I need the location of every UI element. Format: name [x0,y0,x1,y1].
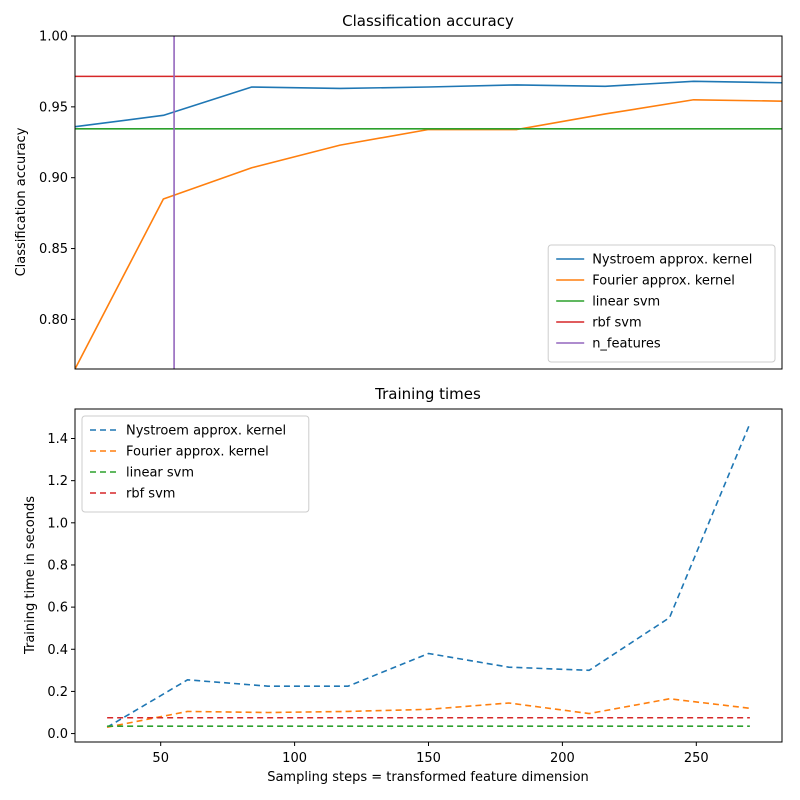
training-times-y-tick-label: 0.2 [47,685,68,700]
training-times-x-tick-label: 50 [152,751,169,766]
training-times-legend-box [81,415,310,513]
accuracy-legend-label-nystroem-approx-kernel: Nystroem approx. kernel [592,253,752,268]
training-times-title: Training times [374,385,481,403]
training-times-y-ticks: 0.0 0.2 0.4 0.6 0.8 1.0 1.2 1.4 [47,432,75,742]
training-times-x-tick-label: 250 [684,751,709,766]
accuracy-y-ticks: 0.80 0.85 0.90 0.95 1.00 [39,30,75,328]
training-times-subplot: Training times Training time in seconds … [23,385,783,785]
training-times-y-tick-label: 0.6 [47,601,68,616]
accuracy-axes-frame [74,35,783,370]
accuracy-series-nystroem-approx-kernel [75,80,782,128]
training-times-legend-label-linear-svm: linear svm [126,466,194,481]
training-times-y-tick-label: 0.0 [47,727,68,742]
training-times-y-tick-label: 1.2 [47,474,68,489]
accuracy-y-tick-label: 1.00 [39,30,68,45]
accuracy-legend: Nystroem approx. kernel Fourier approx. k… [547,244,776,363]
accuracy-y-tick-label: 0.80 [39,313,68,328]
training-times-series-fourier-approx-kernel [106,697,750,729]
training-times-axes-frame [74,408,783,743]
training-times-y-axis-label: Training time in seconds [23,496,38,655]
accuracy-legend-label-n-features: n_features [592,337,661,352]
training-times-x-tick-label: 100 [282,751,307,766]
accuracy-legend-box [547,244,776,363]
training-times-plot-area [106,423,751,729]
training-times-y-tick-label: 0.8 [47,558,68,573]
accuracy-legend-label-fourier-approx-kernel: Fourier approx. kernel [592,274,735,289]
training-times-x-tick-label: 200 [550,751,575,766]
training-times-y-tick-label: 1.4 [47,432,68,447]
training-times-y-tick-label: 1.0 [47,516,68,531]
accuracy-y-axis-label: Classification accuracy [14,127,29,276]
training-times-series-nystroem-approx-kernel [106,423,751,728]
training-times-legend-label-fourier-approx-kernel: Fourier approx. kernel [126,445,269,460]
training-times-legend-label-nystroem-approx-kernel: Nystroem approx. kernel [126,424,286,439]
accuracy-y-tick-label: 0.85 [39,242,68,257]
training-times-x-ticks: 50 100 150 200 250 [152,742,709,766]
training-times-x-tick-label: 150 [416,751,441,766]
training-times-x-axis-label: Sampling steps = transformed feature dim… [267,770,589,785]
accuracy-y-tick-label: 0.95 [39,100,68,115]
accuracy-title: Classification accuracy [342,12,514,30]
training-times-legend-label-rbf-svm: rbf svm [126,487,175,502]
accuracy-legend-label-linear-svm: linear svm [592,295,660,310]
training-times-y-tick-label: 0.4 [47,643,68,658]
accuracy-subplot: Classification accuracy Classification a… [14,12,783,370]
accuracy-y-tick-label: 0.90 [39,171,68,186]
training-times-legend: Nystroem approx. kernel Fourier approx. k… [81,415,310,513]
accuracy-plot-area [75,36,782,369]
accuracy-legend-label-rbf-svm: rbf svm [592,316,641,331]
